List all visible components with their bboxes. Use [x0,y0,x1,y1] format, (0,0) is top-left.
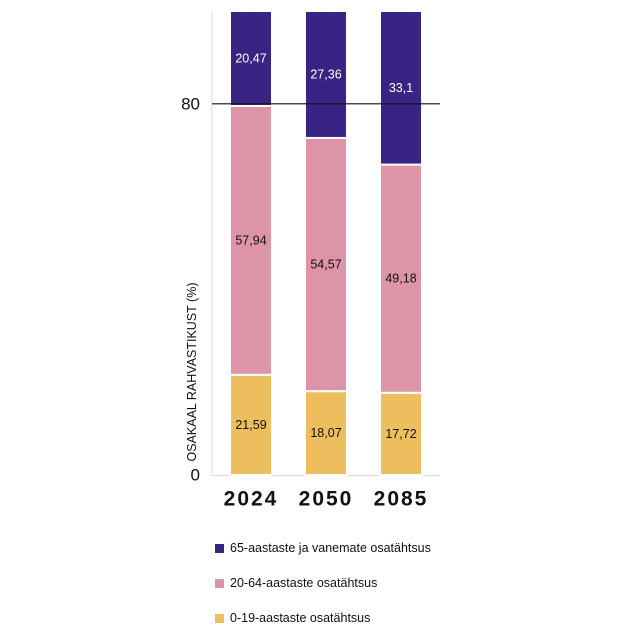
bar-segment [379,163,423,394]
legend-item: 0-19-aastaste osatähtsus [215,608,431,628]
x-category-label: 2085 [374,488,429,511]
stacked-bar-chart: 21,59 57,94 20,47 18,07 54,57 27,36 17,72 49,18… [181,10,440,511]
legend-swatch [215,613,224,623]
data-label: 33,1 [389,81,413,95]
data-label: 17,72 [385,427,416,441]
data-label: 21,59 [235,418,266,432]
data-label: 57,94 [235,233,266,247]
y-tick-label: 0 [191,466,200,485]
bar-segment [379,10,423,166]
x-category-label: 2050 [299,488,354,511]
bar-segment [304,10,348,139]
bar-segment [379,391,423,477]
legend-swatch [215,543,224,553]
data-label: 18,07 [310,426,341,440]
data-label: 27,36 [310,67,341,81]
legend-label: 20-64-aastaste osatähtsus [230,576,378,590]
legend-label: 65-aastaste ja vanemate osatähtsus [230,541,431,555]
data-label: 54,57 [310,258,341,272]
legend-swatch [215,578,224,588]
data-label: 49,18 [385,272,416,286]
bar-segment [229,10,273,107]
x-category-label: 2024 [224,488,279,511]
legend-label: 0-19-aastaste osatähtsus [230,611,371,625]
legend: 65-aastaste ja vanemate osatähtsus 20-64-… [215,538,431,643]
y-axis-title: OSAKAAL RAHVASTIKUST (%) [185,283,199,462]
bar-segment [229,373,273,476]
legend-item: 65-aastaste ja vanemate osatähtsus [215,538,431,558]
bar-segment [304,390,348,477]
data-label: 20,47 [235,51,266,65]
legend-item: 20-64-aastaste osatähtsus [215,573,431,593]
y-tick-label: 80 [181,94,200,113]
